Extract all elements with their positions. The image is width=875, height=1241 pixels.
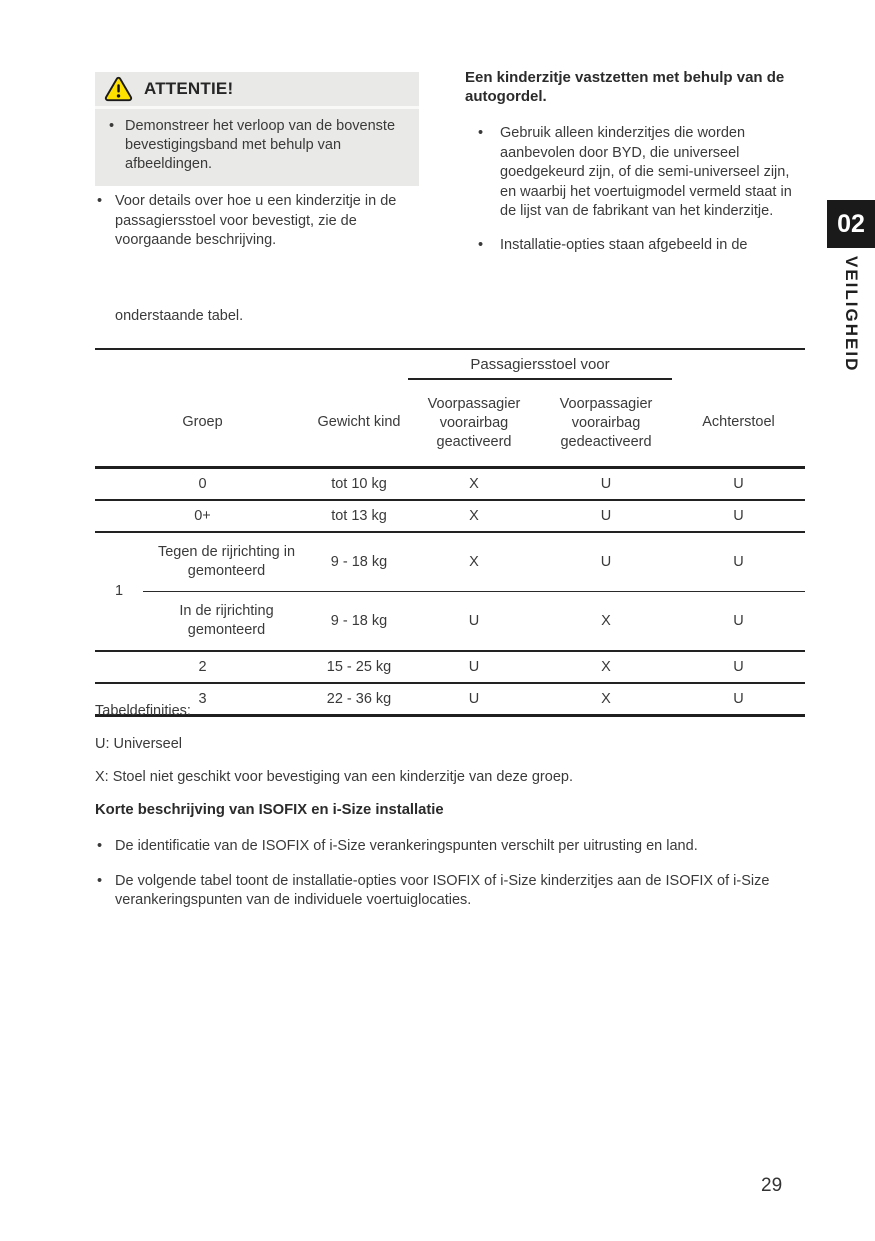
section-heading-belt: Een kinderzitje vastzetten met behulp va… [465,69,785,105]
table-cell: X [601,690,611,707]
table-definitions-label: Tabeldefinities: [95,703,191,719]
table-notes: Tabeldefinities: U: Universeel X: Stoel … [95,702,811,926]
table-cell: 9 - 18 kg [310,591,408,652]
table-cell: U [672,591,806,652]
right-column: Een kinderzitje vastzetten met behulp va… [465,68,807,269]
warning-box-header: ATTENTIE! [95,72,419,109]
table-row-group-0plus: 0+ tot 13 kg X U U [95,500,806,533]
table-cell: U [672,651,806,684]
table-span-header: Passagiersstoel voor [408,349,673,380]
table-cell: tot 13 kg [310,500,408,533]
table-row-group-1-forward: In de rijrichting gemonteerd 9 - 18 kg U… [95,591,806,652]
table-cell-empty [672,349,805,379]
warning-list-item: Demonstreer het verloop van de bovenste … [109,117,410,174]
right-column-list-item: Installatie-opties staan afgebeeld in de [465,236,807,256]
table-cell: 22 - 36 kg [326,690,392,707]
isofix-section-heading: Korte beschrijving van ISOFIX en i-Size … [95,802,444,818]
table-cell: In de rijrichting gemonteerd [143,591,310,652]
table-cell: U [672,532,806,592]
warning-triangle-icon [104,76,133,102]
table-cell: U [733,690,744,707]
table-cell-empty [95,349,408,379]
table-row-group-1-rearward: 1 Tegen de rijrichting in gemonteerd 9 -… [95,532,806,652]
table-cell: 15 - 25 kg [310,651,408,684]
chapter-tab: 02 [827,200,875,248]
table-header-row: Groep Gewicht kind Voorpassagier voorair… [95,379,806,469]
table-cell: U [540,467,673,501]
chapter-number: 02 [837,209,865,238]
table-cell: U [540,500,673,533]
table-cell: 9 - 18 kg [310,532,408,592]
child-seat-table: Passagiersstoel voor Groep Gewicht kind … [95,348,806,717]
table-cell: Tegen de rijrichting in gemonteerd [143,532,310,592]
table-col-header-achterstoel: Achterstoel [672,379,806,469]
table-cell: U [672,500,806,533]
definition-x: X: Stoel niet geschikt voor bevestiging … [95,769,573,785]
page-number: 29 [761,1175,783,1196]
table-cell: X [408,500,540,533]
table-cell: U [672,467,806,501]
table-cell: X [408,532,540,592]
definition-u: U: Universeel [95,736,183,752]
left-column-list-item: Voor details over hoe u een kinderzitje … [95,192,425,251]
table-cell: tot 10 kg [310,467,408,501]
table-cell: U [408,591,540,652]
table-cell: 0 [95,467,310,501]
warning-box: ATTENTIE! Demonstreer het verloop van de… [95,72,419,186]
table-cell: 3 [198,690,207,707]
column-continuation-text: onderstaande tabel. [115,308,244,324]
warning-box-title: ATTENTIE! [144,79,234,98]
table-cell: 0+ [95,500,310,533]
table-col-header-airbag-on: Voorpassagier voorairbag geactiveerd [408,379,540,469]
table-cell-group-number: 1 [95,532,143,652]
chapter-title-vertical: VEILIGHEID [842,256,861,373]
table-col-header-airbag-off: Voorpassagier voorairbag gedeactiveerd [540,379,673,469]
left-column: Voor details over hoe u een kinderzitje … [95,192,425,251]
table-cell: U [408,651,540,684]
table-cell: 2 [95,651,310,684]
table-cell: U [540,532,673,592]
table-col-header-gewicht: Gewicht kind [310,379,408,469]
table-cell: X [408,467,540,501]
table-cell: U [468,690,480,707]
table-cell: X [540,591,673,652]
table-row-group-0: 0 tot 10 kg X U U [95,467,806,501]
isofix-list-item: De identificatie van de ISOFIX of i-Size… [95,837,811,857]
right-column-list: Gebruik alleen kinderzitjes die worden a… [465,124,807,255]
warning-box-body: Demonstreer het verloop van de bovenste … [95,109,419,186]
table-row-group-2: 2 15 - 25 kg U X U [95,651,806,684]
table-span-header-row: Passagiersstoel voor [95,349,805,380]
table-row-group-3: 3 22 - 36 kg U X U [95,683,805,716]
right-column-list-item: Gebruik alleen kinderzitjes die worden a… [465,124,807,222]
isofix-list-item: De volgende tabel toont de installatie-o… [95,872,811,911]
table-cell: X [540,651,673,684]
table-col-header-groep: Groep [95,379,310,469]
